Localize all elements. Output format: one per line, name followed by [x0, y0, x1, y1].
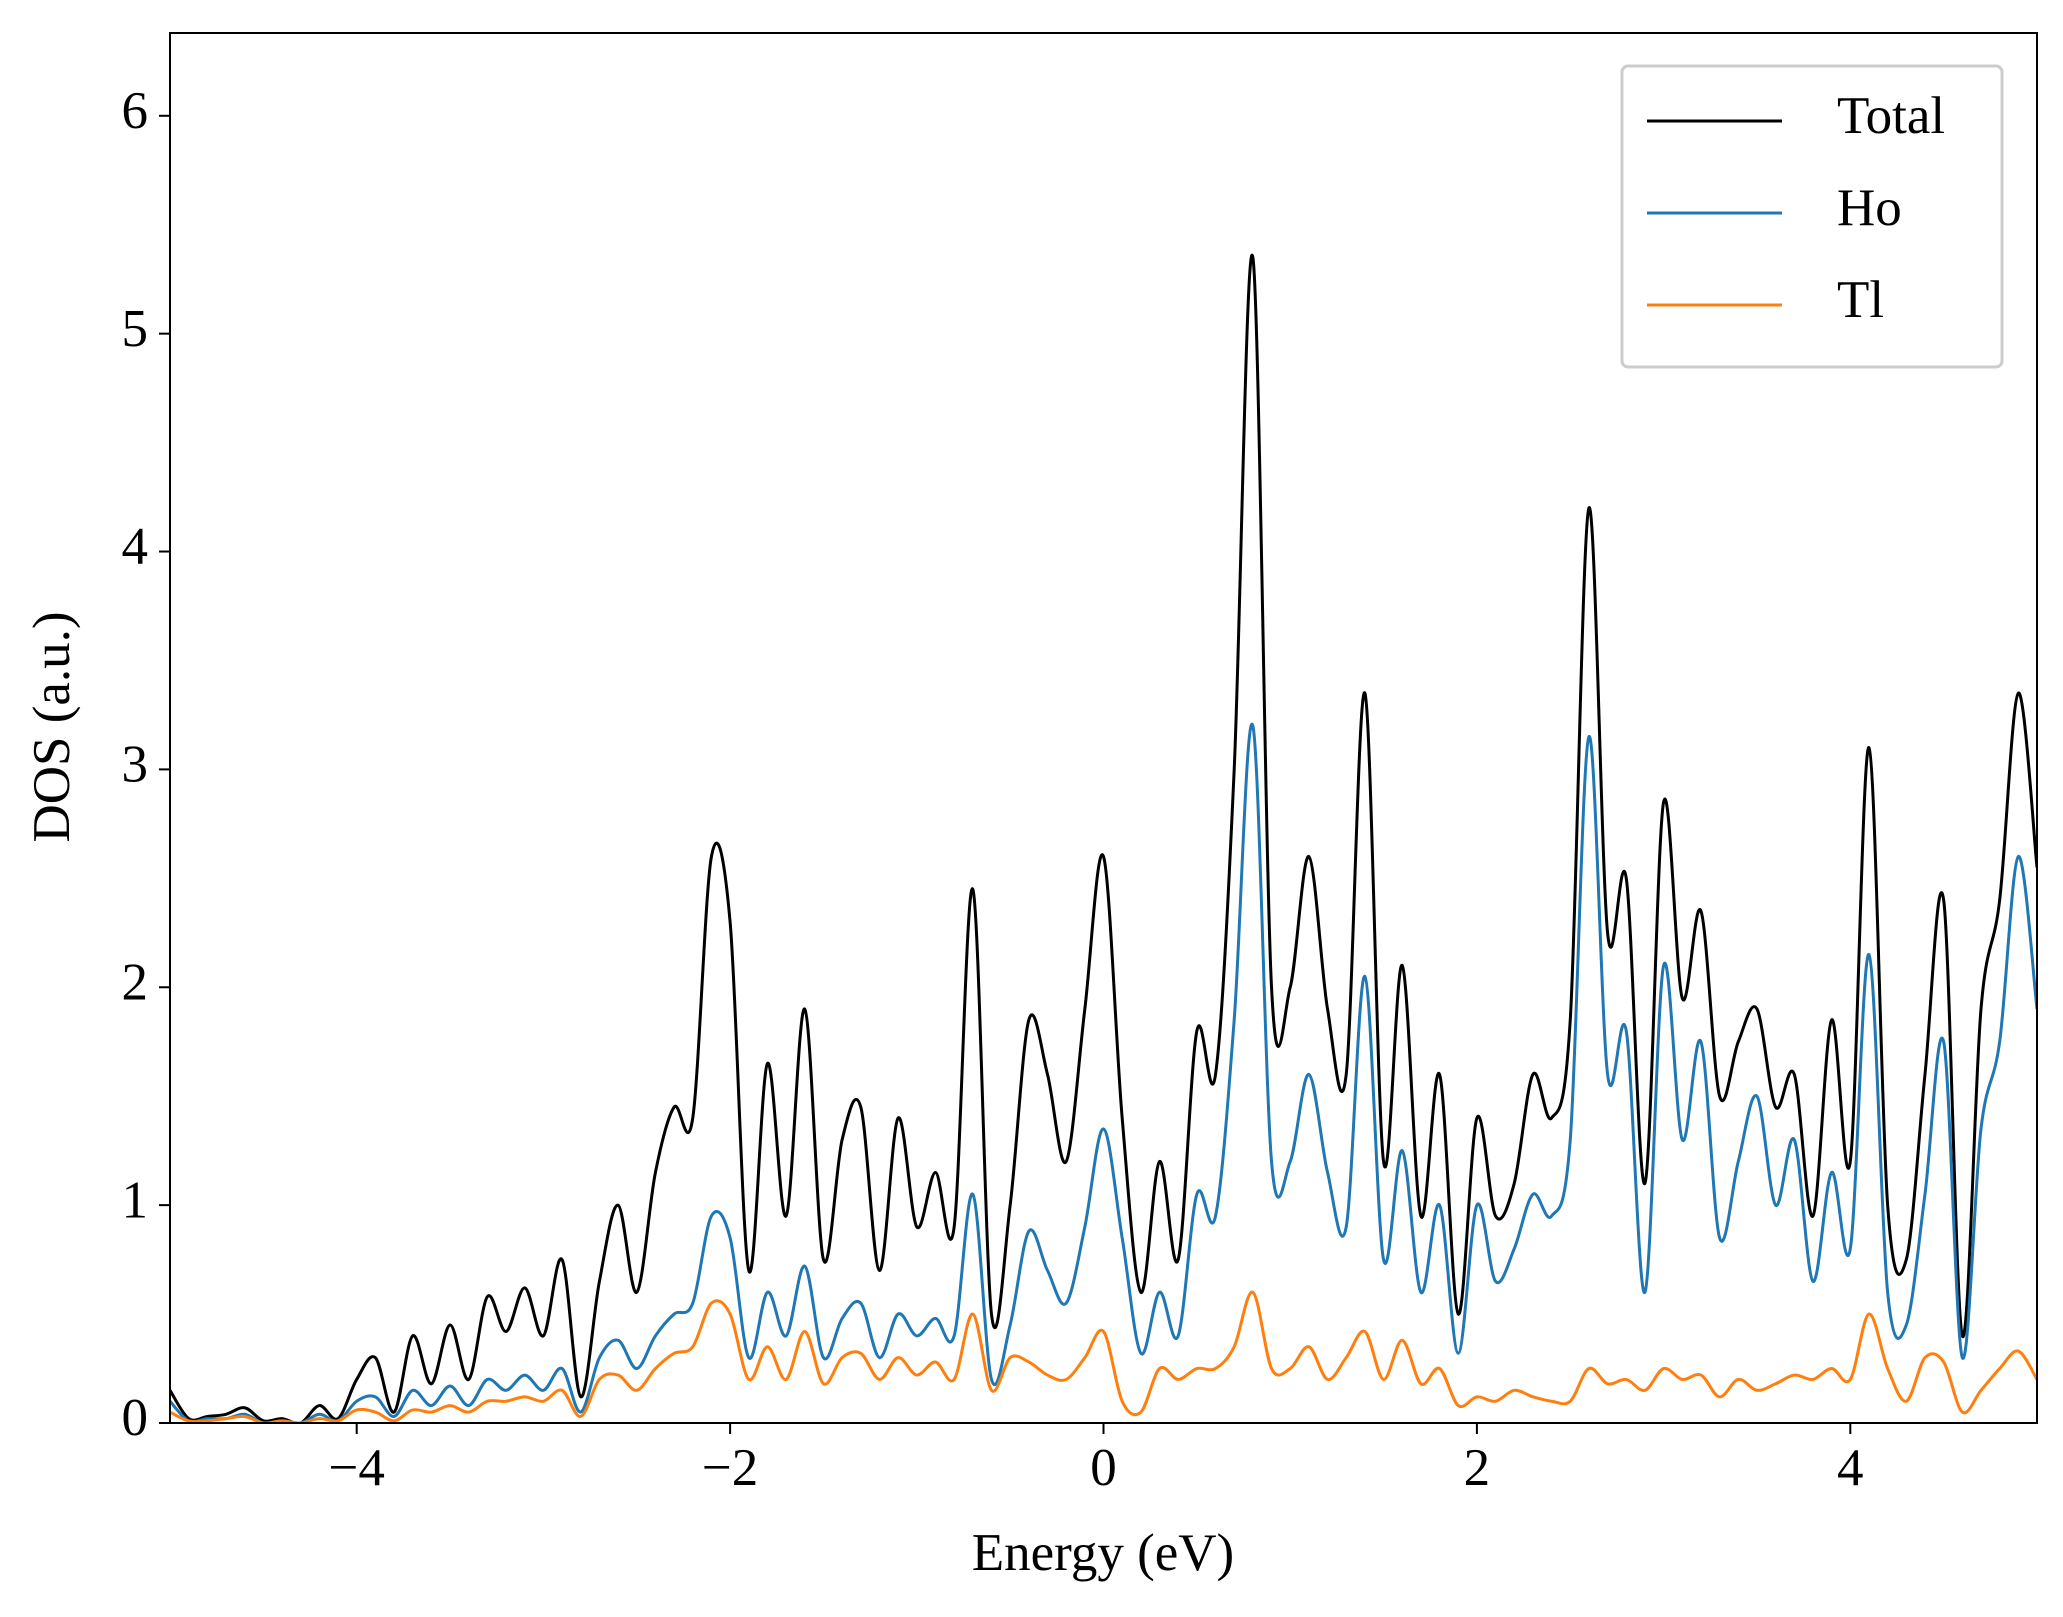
- series-line: [170, 722, 2037, 1423]
- y-tick-label: 4: [122, 518, 149, 576]
- y-tick-label: 5: [122, 300, 149, 358]
- y-axis-label: DOS (a.u.): [23, 611, 81, 842]
- y-tick-label: 6: [122, 82, 149, 140]
- legend-label: Ho: [1837, 179, 1902, 237]
- legend-label: Tl: [1837, 271, 1884, 329]
- x-tick-label: 0: [1090, 1439, 1117, 1497]
- series-line: [170, 1290, 2037, 1423]
- x-axis-label: Energy (eV): [972, 1524, 1234, 1582]
- plot-frame: [169, 32, 2038, 1424]
- y-tick-label: 2: [122, 953, 149, 1011]
- y-tick-label: 1: [122, 1171, 149, 1229]
- y-tick-label: 0: [122, 1389, 149, 1447]
- legend-box: [1620, 64, 2004, 369]
- x-tick-label: 2: [1464, 1439, 1491, 1497]
- plot-area: [170, 253, 2037, 1423]
- x-tick-label: −2: [702, 1439, 758, 1497]
- series-line: [170, 253, 2037, 1423]
- x-tick-label: 4: [1837, 1439, 1864, 1497]
- legend-label: Total: [1837, 87, 1945, 145]
- x-tick-label: −4: [329, 1439, 385, 1497]
- y-tick-label: 3: [122, 736, 149, 794]
